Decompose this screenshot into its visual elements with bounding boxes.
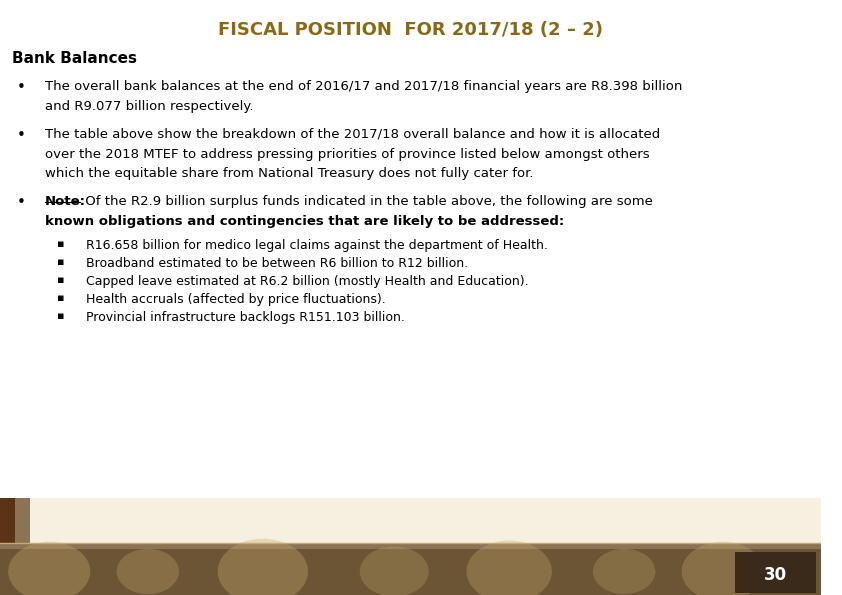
Text: HOME OF: HOME OF <box>760 509 791 515</box>
Text: and R9.077 billion respectively.: and R9.077 billion respectively. <box>45 100 253 113</box>
Circle shape <box>8 541 90 595</box>
Text: ▪: ▪ <box>57 275 65 285</box>
Bar <box>0 549 821 595</box>
Bar <box>0 498 15 543</box>
Text: ▪: ▪ <box>57 257 65 267</box>
Text: •: • <box>17 195 25 210</box>
Text: PROVINCIAL TREASURY: PROVINCIAL TREASURY <box>53 530 130 536</box>
Text: R16.658 billion for medico legal claims against the department of Health.: R16.658 billion for medico legal claims … <box>86 239 548 252</box>
Circle shape <box>217 538 308 595</box>
Text: Provincial infrastructure backlogs R151.103 billion.: Provincial infrastructure backlogs R151.… <box>86 311 405 324</box>
Text: ▪: ▪ <box>57 239 65 249</box>
Text: The overall bank balances at the end of 2016/17 and 2017/18 financial years are : The overall bank balances at the end of … <box>45 80 683 93</box>
Bar <box>0 498 821 543</box>
Text: •: • <box>17 128 25 143</box>
Text: FISCAL POSITION  FOR 2017/18 (2 – 2): FISCAL POSITION FOR 2017/18 (2 – 2) <box>218 21 603 39</box>
Text: Province of the: Province of the <box>53 505 106 511</box>
Text: known obligations and contingencies that are likely to be addressed:: known obligations and contingencies that… <box>45 215 564 228</box>
Text: EASTERN CAPE: EASTERN CAPE <box>53 515 136 525</box>
Circle shape <box>360 546 429 595</box>
Bar <box>735 552 816 593</box>
Text: Bank Balances: Bank Balances <box>13 51 137 65</box>
Text: Health accruals (affected by price fluctuations).: Health accruals (affected by price fluct… <box>86 293 386 306</box>
Circle shape <box>117 549 179 594</box>
Text: •: • <box>17 80 25 95</box>
Text: The table above show the breakdown of the 2017/18 overall balance and how it is : The table above show the breakdown of th… <box>45 128 660 141</box>
Bar <box>15 498 29 543</box>
Circle shape <box>466 540 552 595</box>
Text: LEGENDS: LEGENDS <box>751 524 802 534</box>
Text: over the 2018 MTEF to address pressing priorities of province listed below among: over the 2018 MTEF to address pressing p… <box>45 148 650 161</box>
Text: Note:: Note: <box>45 195 86 208</box>
Text: ▪: ▪ <box>57 311 65 321</box>
Text: ▪: ▪ <box>57 293 65 303</box>
Text: VISION: We envision a prosperous province supported by sound financial and resou: VISION: We envision a prosperous provinc… <box>225 517 597 524</box>
Circle shape <box>682 541 764 595</box>
Text: 30: 30 <box>764 566 787 584</box>
Circle shape <box>593 549 655 594</box>
Bar <box>0 543 821 595</box>
Text: Of the R2.9 billion surplus funds indicated in the table above, the following ar: Of the R2.9 billion surplus funds indica… <box>82 195 653 208</box>
Text: which the equitable share from National Treasury does not fully cater for.: which the equitable share from National … <box>45 167 534 180</box>
Text: Broadband estimated to be between R6 billion to R12 billion.: Broadband estimated to be between R6 bil… <box>86 257 468 270</box>
Text: Capped leave estimated at R6.2 billion (mostly Health and Education).: Capped leave estimated at R6.2 billion (… <box>86 275 529 288</box>
